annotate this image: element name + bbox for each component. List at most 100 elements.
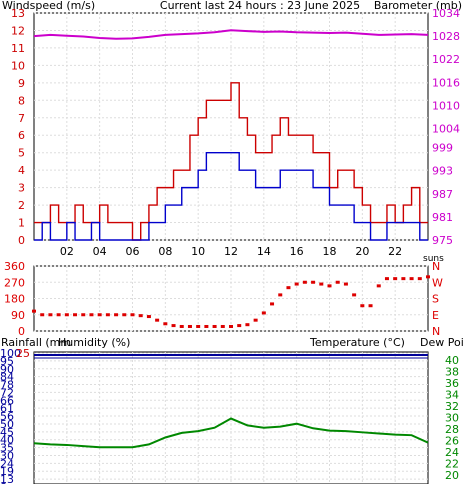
temperature-tick-label: 36 — [445, 377, 459, 390]
barometer-tick-label: 993 — [432, 165, 453, 178]
direction-point — [278, 293, 283, 297]
wind-tick-label: 13 — [11, 7, 25, 20]
direction-point — [187, 324, 192, 328]
direction-point — [105, 313, 110, 317]
wind-tick-label: 11 — [11, 42, 25, 55]
direction-point — [286, 286, 291, 290]
humidity-tick-label: 61 — [0, 402, 14, 415]
humidity-tick-label: 84 — [0, 371, 14, 384]
direction-point — [384, 277, 389, 281]
x-tick-label: 12 — [224, 245, 238, 258]
direction-point — [122, 313, 127, 317]
barometer-tick-label: 1016 — [432, 76, 460, 89]
direction-point — [40, 313, 45, 317]
wind-tick-label: 2 — [18, 199, 25, 212]
temperature-tick-label: 40 — [445, 354, 459, 367]
direction-point — [311, 280, 316, 284]
wind-tick-label: 0 — [18, 234, 25, 247]
direction-point — [426, 275, 430, 279]
x-tick-label: 18 — [323, 245, 337, 258]
direction-point — [343, 282, 348, 286]
humidity-tick-label: 56 — [0, 410, 14, 423]
temperature-tick-label: 32 — [445, 400, 459, 413]
humidity-tick-label: 90 — [0, 363, 14, 376]
direction-point — [220, 324, 225, 328]
direction-point — [376, 284, 381, 288]
direction-point — [229, 324, 233, 328]
humidity-tick-label: 72 — [0, 386, 14, 399]
humidity-tick-label: 78 — [0, 379, 14, 392]
direction-point — [64, 313, 69, 317]
direction-tick-label: 270 — [4, 276, 25, 289]
humidity-axis-title: Humidity (%) — [58, 336, 130, 349]
average-wind-series-line — [34, 151, 428, 241]
humidity-tick-label: 40 — [0, 434, 14, 447]
x-tick-label: 22 — [388, 245, 402, 258]
direction-point — [32, 309, 36, 313]
direction-point — [237, 324, 242, 328]
x-tick-label: 08 — [158, 245, 172, 258]
x-tick-label: 02 — [60, 245, 74, 258]
humidity-tick-label: 100 — [0, 347, 21, 360]
direction-point — [352, 293, 357, 297]
temperature-tick-label: 28 — [445, 423, 459, 436]
wind-tick-label: 4 — [18, 164, 25, 177]
barometer-tick-label: 1004 — [432, 122, 460, 135]
wind-tick-label: 6 — [18, 129, 25, 142]
direction-point — [245, 323, 250, 327]
compass-tick-label: N — [432, 325, 440, 338]
direction-point — [401, 277, 406, 281]
humidity-tick-label: 13 — [0, 473, 14, 484]
temperature-tick-label: 24 — [445, 446, 459, 459]
x-tick-label: 04 — [93, 245, 107, 258]
temperature-tick-label: 20 — [445, 469, 459, 482]
direction-point — [368, 304, 373, 308]
direction-tick-label: 90 — [11, 309, 25, 322]
humidity-tick-label: 50 — [0, 418, 14, 431]
direction-point — [409, 277, 414, 281]
x-tick-label: 16 — [290, 245, 304, 258]
humidity-tick-label: 95 — [0, 355, 14, 368]
barometer-tick-label: 981 — [432, 211, 453, 224]
temperature-axis-title: Temperature (°C) — [309, 336, 405, 349]
wind-tick-label: 8 — [18, 94, 25, 107]
compass-tick-label: W — [432, 276, 443, 289]
wind-tick-label: 7 — [18, 112, 25, 125]
barometer-axis-title: Barometer (mb) — [374, 0, 462, 12]
gust-series-line — [34, 82, 428, 241]
compass-tick-label: E — [432, 309, 439, 322]
direction-point — [302, 280, 307, 284]
direction-point — [114, 313, 119, 317]
direction-point — [261, 311, 266, 315]
direction-tick-label: 180 — [4, 293, 25, 306]
barometer-tick-label: 1010 — [432, 99, 460, 112]
direction-point — [204, 324, 209, 328]
temperature-series-line — [33, 417, 429, 449]
x-tick-label: 10 — [191, 245, 205, 258]
temperature-tick-label: 22 — [445, 457, 459, 470]
direction-point — [163, 322, 168, 326]
humidity-tick-label: 30 — [0, 449, 14, 462]
direction-point — [81, 313, 86, 317]
humidity-tick-label: 19 — [0, 465, 14, 478]
humidity-tick-label: 24 — [0, 457, 14, 470]
wind-direction-panel: 0 N 90 E 180 S 270 W 360 N — [4, 260, 443, 338]
direction-point — [393, 277, 398, 281]
direction-point — [270, 302, 275, 306]
barometer-tick-label: 1028 — [432, 30, 460, 43]
x-tick-label: 06 — [126, 245, 140, 258]
humidity-tick-label: 66 — [0, 394, 14, 407]
temperature-tick-label: 34 — [445, 388, 459, 401]
wind-tick-label: 9 — [18, 77, 25, 90]
direction-point — [97, 313, 102, 317]
direction-point — [335, 280, 340, 284]
wind-tick-label: 5 — [18, 147, 25, 160]
barometer-tick-label: 999 — [432, 142, 453, 155]
direction-point — [253, 318, 258, 322]
wind-tick-label: 1 — [18, 217, 25, 230]
direction-point — [196, 324, 201, 328]
direction-tick-label: 0 — [18, 325, 25, 338]
rainfall-tick-label: 25 — [16, 347, 30, 360]
direction-point — [155, 318, 160, 322]
